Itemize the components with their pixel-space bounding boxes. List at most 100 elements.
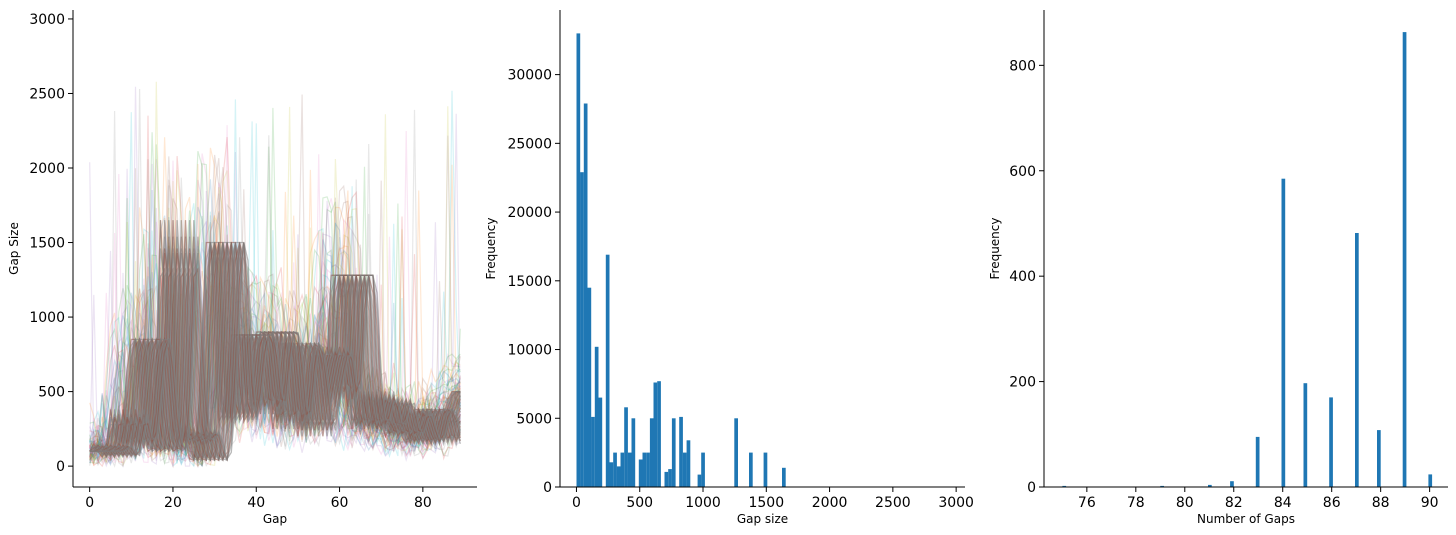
series-line [89, 242, 461, 462]
histogram-bar [580, 172, 584, 487]
x-axis-label: Gap [263, 512, 287, 526]
x-tick-label: 80 [1176, 495, 1194, 511]
histogram-bar [642, 452, 647, 487]
y-tick-label: 1500 [29, 236, 65, 252]
y-tick-label: 15000 [507, 274, 552, 290]
panel-gap-size-histogram: 0 500 1000 1500 2000 2500 30000500010000150002… [484, 10, 974, 526]
x-tick-label: 82 [1225, 495, 1243, 511]
histogram-bar [1355, 233, 1359, 487]
histogram-bar [682, 452, 687, 487]
y-tick-label: 10000 [507, 343, 552, 359]
x-axis-label: Number of Gaps [1197, 512, 1295, 526]
y-tick-label: 400 [1009, 269, 1036, 285]
x-tick-label: 80 [414, 495, 432, 511]
histogram-bar [1303, 383, 1308, 487]
histogram-bar [616, 466, 621, 487]
x-tick-label: 88 [1372, 495, 1390, 511]
histogram-bar [679, 416, 683, 487]
x-tick-label: 84 [1274, 495, 1292, 511]
x-axis-label: Gap size [737, 512, 788, 526]
x-tick-label: 78 [1127, 495, 1145, 511]
x-tick-label: 500 [626, 495, 653, 511]
histogram-bars [576, 33, 786, 488]
histogram-bar [657, 381, 661, 487]
x-tick-label: 1500 [748, 495, 784, 511]
histogram-bar [653, 382, 658, 487]
histogram-bar [782, 467, 786, 487]
histogram-bar [1230, 481, 1234, 487]
histogram-bar [686, 440, 691, 487]
histogram-bar [668, 469, 672, 487]
x-tick-label: 90 [1421, 495, 1439, 511]
histogram-bar [627, 452, 632, 487]
histogram-bar [594, 346, 599, 487]
series-line [89, 236, 461, 461]
histogram-bars [1062, 32, 1433, 487]
histogram-bar [1329, 397, 1333, 487]
panel-number-of-gaps-histogram: 76 78 80 82 84 86 88 90 0 200 400 600 800 Number of G… [988, 10, 1448, 526]
y-tick-label: 0 [56, 459, 65, 475]
y-tick-label: 5000 [516, 411, 552, 427]
histogram-bar [1208, 484, 1212, 487]
histogram-bar [697, 474, 702, 487]
histogram-bar [1377, 430, 1381, 487]
x-tick-label: 86 [1323, 495, 1341, 511]
series-line [89, 137, 461, 458]
y-tick-label: 0 [1027, 480, 1036, 496]
histogram-bar [576, 33, 581, 488]
x-tick-label: 76 [1078, 495, 1096, 511]
histogram-bar [763, 452, 768, 487]
y-tick-label: 200 [1009, 375, 1036, 391]
histogram-bar [749, 452, 753, 487]
histogram-bar [598, 397, 603, 487]
histogram-bar [587, 287, 592, 487]
y-axis-label: Frequency [988, 218, 1002, 280]
y-tick-label: 25000 [507, 136, 552, 152]
series-line [89, 189, 461, 461]
histogram-bar [605, 254, 610, 487]
y-tick-label: 500 [38, 385, 65, 401]
histogram-bar [646, 452, 650, 487]
histogram-bar [591, 416, 595, 487]
histogram-bar [631, 418, 636, 487]
histogram-bar [734, 418, 738, 487]
y-tick-label: 2500 [29, 86, 65, 102]
series-line [89, 267, 461, 468]
y-tick-label: 30000 [507, 68, 552, 84]
x-tick-label: 1000 [685, 495, 721, 511]
x-tick-label: 2000 [812, 495, 848, 511]
panel-gap-size-lines: 0 20 40 60 80 0 500 1000 1500 2000 2500 3000 Gap Gap … [7, 10, 477, 526]
y-tick-label: 1000 [29, 310, 65, 326]
histogram-bar [638, 459, 643, 487]
y-tick-label: 0 [543, 480, 552, 496]
x-tick-label: 2500 [875, 495, 911, 511]
histogram-bar [1281, 178, 1286, 487]
histogram-bar [1402, 32, 1407, 487]
histogram-bar [664, 471, 669, 487]
y-tick-label: 800 [1009, 58, 1036, 74]
x-tick-label: 3000 [938, 495, 974, 511]
series-line [89, 242, 461, 462]
y-tick-label: 3000 [29, 12, 65, 28]
histogram-bar [649, 418, 654, 487]
histogram-bar [583, 103, 588, 487]
x-tick-label: 0 [572, 495, 581, 511]
y-tick-label: 600 [1009, 164, 1036, 180]
y-axis-label: Frequency [484, 218, 498, 280]
x-tick-label: 20 [164, 495, 182, 511]
histogram-bar [613, 452, 617, 487]
histogram-bar [701, 452, 705, 487]
histogram-bar [671, 418, 676, 487]
y-axis-label: Gap Size [7, 222, 21, 275]
y-tick-label: 20000 [507, 205, 552, 221]
x-tick-label: 0 [85, 495, 94, 511]
x-tick-label: 40 [247, 495, 265, 511]
histogram-bar [609, 462, 614, 487]
histogram-bar [1160, 485, 1164, 487]
x-tick-label: 60 [331, 495, 349, 511]
histogram-bar [620, 452, 625, 487]
y-tick-label: 2000 [29, 161, 65, 177]
histogram-bar [1062, 485, 1067, 487]
